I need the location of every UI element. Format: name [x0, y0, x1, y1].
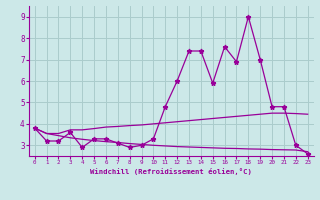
- X-axis label: Windchill (Refroidissement éolien,°C): Windchill (Refroidissement éolien,°C): [90, 168, 252, 175]
